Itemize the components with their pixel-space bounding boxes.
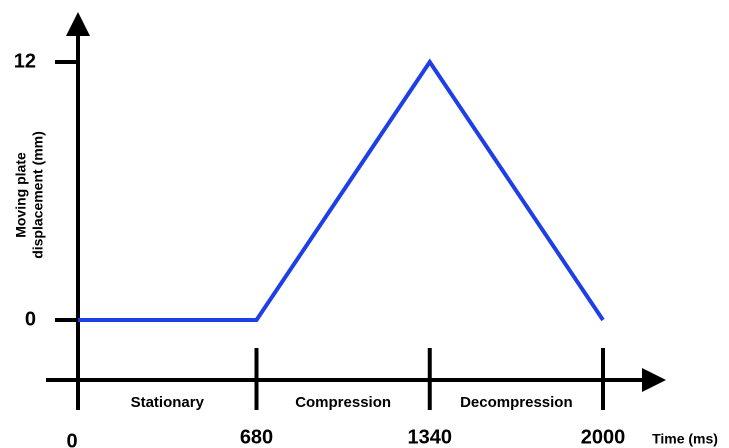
- y-axis-label-line: displacement (mm): [30, 131, 46, 259]
- y-tick-label: 0: [25, 308, 36, 330]
- x-tick-label: 0: [66, 430, 77, 448]
- y-axis-arrow: [66, 12, 90, 36]
- x-tick-label: 680: [240, 426, 273, 448]
- data-line: [78, 58, 605, 322]
- phase-label: Decompression: [460, 394, 573, 411]
- x-axis-label: Time (ms): [652, 431, 718, 447]
- x-tick-label: 2000: [581, 426, 626, 448]
- y-tick-label: 12: [14, 50, 36, 72]
- y-axis-label: Moving plate displacement (mm): [13, 131, 46, 259]
- x-axis-arrow: [642, 368, 666, 392]
- phase-label: Stationary: [131, 394, 205, 411]
- x-tick-label: 1340: [408, 426, 453, 448]
- y-axis-label-line: Moving plate: [13, 152, 29, 238]
- phase-label: Compression: [295, 394, 391, 411]
